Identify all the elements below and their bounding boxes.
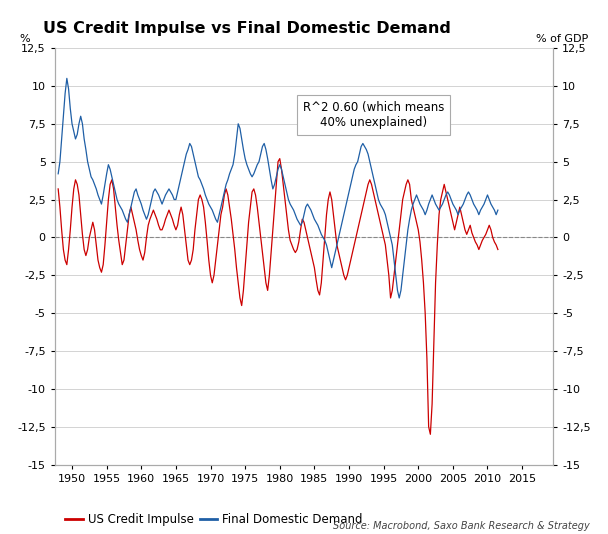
Text: US Credit Impulse vs Final Domestic Demand: US Credit Impulse vs Final Domestic Dema…	[43, 21, 451, 36]
Text: % of GDP: % of GDP	[536, 34, 588, 44]
Text: Source: Macrobond, Saxo Bank Research & Strategy: Source: Macrobond, Saxo Bank Research & …	[333, 521, 590, 531]
Text: R^2 0.60 (which means
40% unexplained): R^2 0.60 (which means 40% unexplained)	[303, 101, 444, 129]
Legend: US Credit Impulse, Final Domestic Demand: US Credit Impulse, Final Domestic Demand	[61, 508, 367, 530]
Text: %: %	[20, 34, 30, 44]
